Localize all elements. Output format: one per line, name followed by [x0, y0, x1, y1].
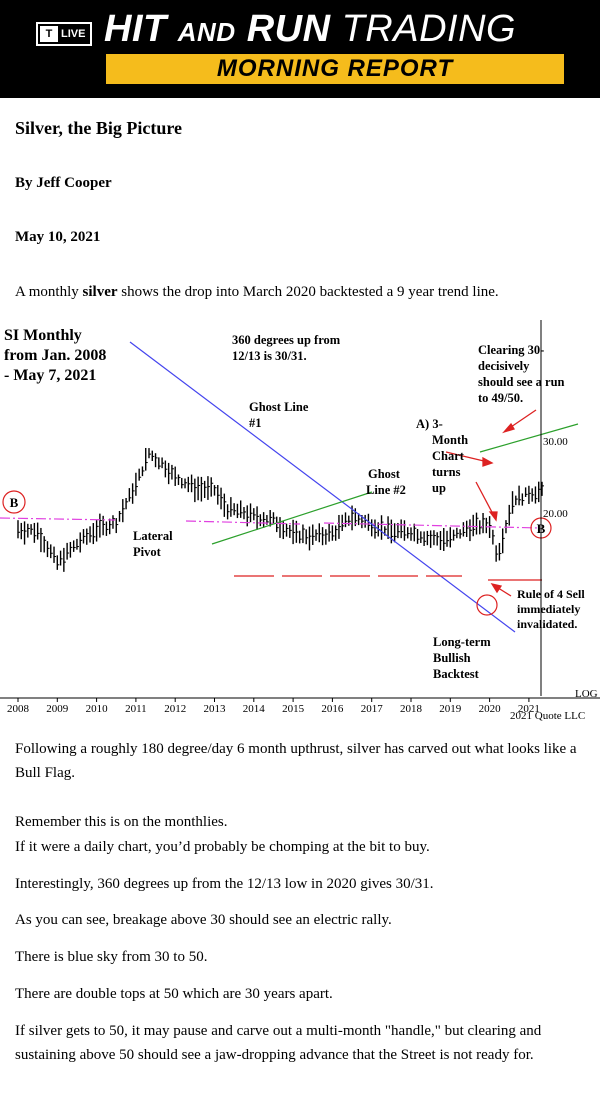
x-tick-label: 2014: [243, 703, 266, 715]
trend-line-blue: [129, 341, 516, 633]
price-bars: [17, 447, 544, 572]
x-tick-label: 2008: [7, 703, 30, 715]
header-banner: T LIVE HIT AND RUN TRADING MORNING REPOR…: [0, 0, 600, 98]
copyright-label: 2021 Quote LLC: [510, 710, 585, 722]
three-month-annotation: A) 3-Month Chart turns up: [416, 417, 468, 495]
paragraph-1: Following a roughly 180 degree/day 6 mon…: [15, 741, 577, 781]
paragraph-7: There are double tops at 50 which are 30…: [15, 986, 333, 1002]
x-tick-label: 2011: [125, 703, 147, 715]
paragraph-5: As you can see, breakage above 30 should…: [15, 912, 392, 928]
article-title: Silver, the Big Picture: [15, 118, 182, 138]
paragraph-3: If it were a daily chart, you’d probably…: [15, 839, 430, 855]
article-intro: A monthly silver shows the drop into Mar…: [15, 284, 499, 301]
backtest-annotation: Long-term Bullish Backtest: [433, 635, 491, 681]
paragraph-4: Interestingly, 360 degrees up from the 1…: [15, 876, 434, 892]
x-axis-ticks: 2008 2009 2010 2011 2012 2013 2014 2015 2016 2017…: [7, 698, 540, 715]
x-tick-label: 2016: [321, 703, 344, 715]
paragraph-6: There is blue sky from 30 to 50.: [15, 949, 208, 965]
paragraph-8: If silver gets to 50, it may pause and c…: [15, 1023, 542, 1063]
silver-chart: B B 30.00 20.00 2008 2009 2010 2011 2012 2013…: [0, 316, 600, 722]
green-resistance-line: [479, 423, 579, 453]
intro-text-after: shows the drop into March 2020 backteste…: [117, 284, 499, 300]
x-tick-label: 2019: [439, 703, 462, 715]
intro-bold: silver: [82, 284, 118, 300]
ghost-line-1: [211, 491, 373, 545]
x-tick-label: 2013: [204, 703, 227, 715]
lateral-pivot-annotation: Lateral Pivot: [133, 529, 173, 559]
ghost-line-1-annotation: Ghost Line #1: [249, 400, 309, 430]
price-label-30: 30.00: [543, 436, 568, 448]
chart-title-annotation: SI Monthly from Jan. 2008- May 7, 2021: [4, 327, 106, 384]
title-and: AND: [177, 17, 236, 47]
x-tick-label: 2015: [282, 703, 305, 715]
lateral-pivot-line-right: [323, 522, 541, 529]
logo-mark: T: [40, 26, 58, 42]
x-tick-label: 2009: [46, 703, 69, 715]
title-trading: TRADING: [341, 8, 517, 50]
x-tick-label: 2010: [86, 703, 109, 715]
degrees-annotation: 360 degrees up from 12/13 is 30/31.: [232, 333, 341, 363]
live-logo[interactable]: T LIVE: [36, 22, 92, 46]
x-tick-label: 2020: [479, 703, 502, 715]
x-tick-label: 2021: [518, 703, 540, 715]
clearing-annotation: Clearing 30-decisively should see a run to…: [478, 343, 565, 405]
x-tick-label: 2018: [400, 703, 423, 715]
price-label-20: 20.00: [543, 508, 568, 520]
circle-backtest: [476, 594, 498, 616]
lateral-pivot-line-mid: [185, 520, 301, 525]
red-arrows: [445, 409, 537, 597]
x-tick-label: 2012: [164, 703, 186, 715]
banner-title: HIT AND RUN TRADING: [104, 8, 516, 51]
lateral-pivot-line-left: [0, 517, 116, 521]
circle-b-left: [2, 490, 26, 514]
rule-of-4-annotation: Rule of 4 Sell immediately invalidated.: [517, 587, 585, 631]
title-run: RUN: [246, 8, 331, 50]
paragraph-2: Remember this is on the monthlies.: [15, 814, 228, 830]
x-tick-label: 2017: [361, 703, 384, 715]
log-label: LOG: [575, 688, 598, 700]
logo-live-label: LIVE: [61, 28, 86, 40]
title-hit: HIT: [104, 8, 167, 50]
banner-subtitle: MORNING REPORT: [106, 54, 564, 84]
article-date: May 10, 2021: [15, 229, 101, 245]
b-label-left: B: [10, 495, 19, 510]
ghost-line-2-annotation: Ghost Line #2: [366, 467, 406, 497]
intro-text-before: A monthly: [15, 284, 83, 300]
article-byline: By Jeff Cooper: [15, 175, 112, 191]
